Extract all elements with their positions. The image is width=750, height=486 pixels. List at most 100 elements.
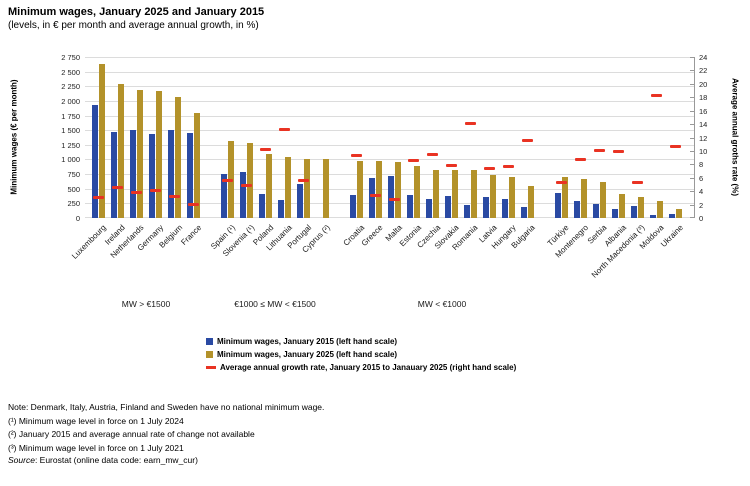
bar-2015-albania [612,209,618,218]
right-axis-line [694,57,695,218]
right-axis-tickmark [690,97,695,98]
legend-item: Minimum wages, January 2025 (left hand s… [206,348,516,361]
bar-2015-czechia [426,199,432,218]
gridline [85,101,695,102]
bar-2025-albania [619,194,625,218]
bar-2015-france [187,133,193,218]
right-tick-label: 8 [699,160,704,169]
left-tick-label: 1 750 [61,112,80,121]
growth-dash-moldova [651,94,662,97]
legend: Minimum wages, January 2015 (left hand s… [206,335,516,374]
bar-2015-north-macedonia [631,206,637,218]
bar-2025-poland [266,154,272,218]
growth-dash-albania [613,150,624,153]
right-tick-label: 16 [699,107,708,116]
gridline [85,145,695,146]
bar-2025-luxembourg [99,64,105,218]
country-labels: Luxembourg Ireland Netherlands Germany Belgi… [70,220,725,300]
legend-label: Minimum wages, January 2025 (left hand s… [217,350,398,359]
growth-dash-belgium [169,195,180,198]
growth-dash-croatia [351,154,362,157]
bar-2015-slovakia [445,196,451,218]
bar-2025-serbia [600,182,606,218]
bar-2015-romania [464,205,470,218]
growth-dash-latvia [484,167,495,170]
right-axis-tickmark [690,70,695,71]
gridline [85,72,695,73]
growth-dash-greece [370,194,381,197]
bar-2015-portugal [297,184,303,218]
right-tick-label: 4 [699,187,704,196]
square-2025-icon [206,351,213,358]
legend-label: Minimum wages, January 2015 (left hand s… [217,337,398,346]
bar-2025-slovenia [247,143,253,218]
growth-dash-slovenia [241,184,252,187]
bar-2025-netherlands [137,90,143,218]
group-labels: MW > €1500 €1000 ≤ MW < €1500 MW < €1000 [85,299,695,313]
left-tick-label: 1 250 [61,141,80,150]
bar-2015-greece [369,178,375,218]
bar-2025-ukraine [676,209,682,218]
growth-dash-bulgaria [522,139,533,142]
left-tick-label: 2 000 [61,97,80,106]
bar-2015-moldova [650,215,656,218]
bar-2025-germany [156,91,162,218]
group-label: MW > €1500 [121,299,171,309]
right-axis-title: Average annual groths rate (%) [730,78,740,196]
right-axis-tickmark [690,191,695,192]
source-label: Source [8,455,35,465]
country-label-luxembourg: Luxembourg [70,223,108,261]
left-tick-label: 2 500 [61,68,80,77]
right-tick-label: 24 [699,53,708,62]
page-subtitle: (levels, in € per month and average annu… [8,20,259,31]
bar-2025-hungary [509,177,515,218]
gridline [85,174,695,175]
bar-2015-hungary [502,199,508,218]
bar-2025-north-macedonia [638,197,644,218]
left-axis-tick-labels: 2 750 2 500 2 250 2 000 1 750 1 500 1 250 1 000… [0,53,80,223]
right-axis-tick-labels: 24 22 20 18 16 14 12 10 8 6 4 2 0 [699,53,729,223]
gridline [85,116,695,117]
bar-2025-ireland [118,84,124,218]
bar-2025-t-rkiye [562,177,568,218]
bar-2025-france [194,113,200,218]
bar-2025-cyprus [323,159,329,218]
bar-2025-slovakia [452,170,458,218]
bar-2015-estonia [407,195,413,218]
right-axis-tickmark [690,164,695,165]
gridline [85,57,695,58]
group-label: MW < €1000 [417,299,467,309]
plot-area [85,57,695,218]
left-tick-label: 0 [75,214,80,223]
growth-dash-hungary [503,165,514,168]
growth-dash-france [188,203,199,206]
legend-label: Average annual growth rate, January 2015… [220,363,517,372]
bar-2025-croatia [357,161,363,218]
gridline [85,130,695,131]
right-tick-label: 14 [699,120,708,129]
dash-growth-icon [206,366,216,369]
right-axis-tickmark [690,84,695,85]
growth-dash-serbia [594,149,605,152]
growth-dash-spain [222,179,233,182]
bar-2025-estonia [414,166,420,218]
growth-dash-romania [465,122,476,125]
left-tick-label: 500 [67,185,80,194]
bar-2015-ireland [111,132,117,218]
bar-2015-belgium [168,130,174,218]
growth-dash-portugal [298,179,309,182]
page-title: Minimum wages, January 2025 and January … [8,6,265,18]
bar-2015-malta [388,176,394,218]
bar-2015-montenegro [574,201,580,218]
bar-2025-czechia [433,170,439,218]
bar-2025-greece [376,161,382,218]
growth-dash-montenegro [575,158,586,161]
bar-2015-netherlands [130,130,136,218]
right-tick-label: 10 [699,147,708,156]
growth-dash-czechia [427,153,438,156]
bar-2015-latvia [483,197,489,218]
legend-item: Average annual growth rate, January 2015… [206,361,516,374]
square-2015-icon [206,338,213,345]
right-axis-tickmark [690,138,695,139]
